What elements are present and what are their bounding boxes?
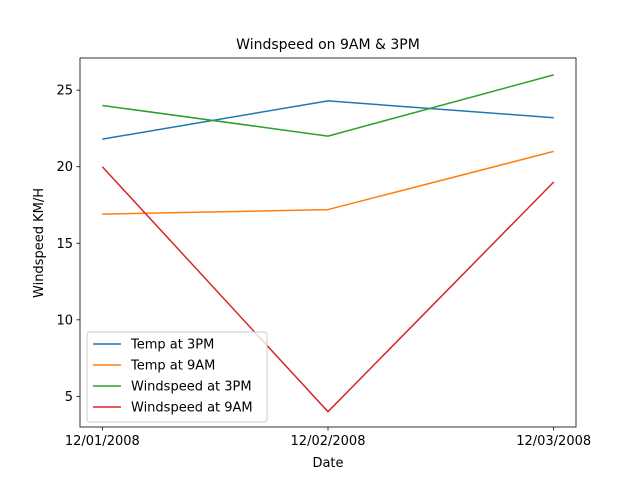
series-line-1 bbox=[102, 100, 554, 140]
legend-box bbox=[86, 331, 268, 423]
x-tick-label: 12/02/2008 bbox=[291, 434, 366, 449]
chart-title: Windspeed on 9AM & 3PM bbox=[236, 37, 420, 53]
x-tick-label: 12/03/2008 bbox=[516, 434, 591, 449]
series-line-2 bbox=[102, 150, 554, 215]
series-line-4 bbox=[101, 166, 555, 413]
y-tick-label: 10 bbox=[56, 313, 73, 328]
x-axis-label: Date bbox=[312, 456, 343, 471]
y-tick-label: 20 bbox=[56, 160, 73, 175]
y-axis-label: Windspeed KM/H bbox=[32, 188, 47, 298]
plot-area: 12/01/2008 12/02/2008 12/03/2008 5 10 15 20 25 T… bbox=[56, 57, 591, 449]
series-line-3 bbox=[102, 74, 554, 137]
x-tick-label: 12/01/2008 bbox=[65, 434, 140, 449]
legend-label-1: Temp at 3PM bbox=[130, 338, 214, 353]
y-tick-label: 25 bbox=[56, 84, 73, 99]
legend-label-4: Windspeed at 9AM bbox=[131, 401, 253, 416]
legend-label-2: Temp at 9AM bbox=[130, 359, 215, 374]
legend-label-3: Windspeed at 3PM bbox=[131, 380, 252, 395]
y-tick-label: 5 bbox=[65, 390, 73, 405]
y-tick-label: 15 bbox=[56, 237, 73, 252]
